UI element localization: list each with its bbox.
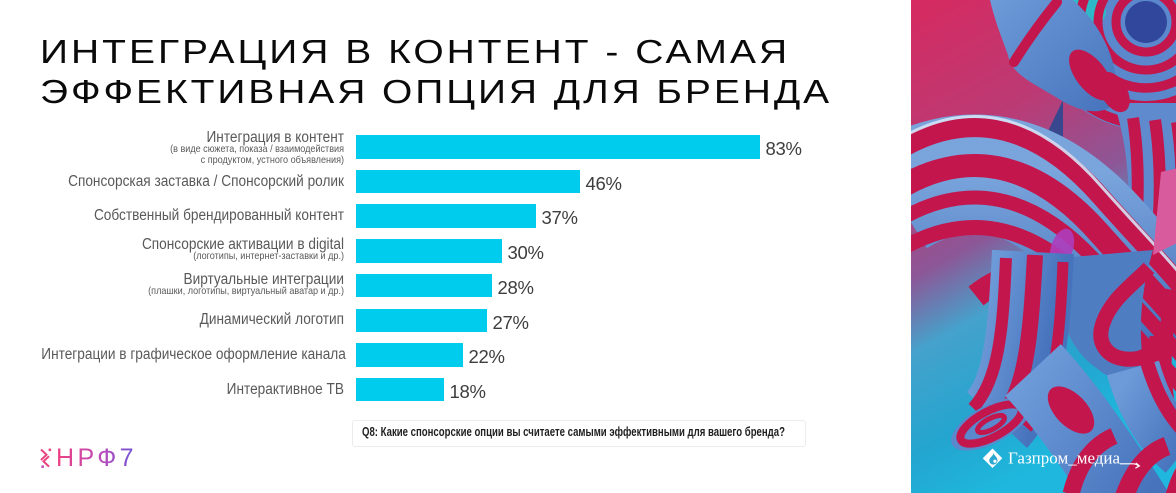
svg-text:Газпром_медиа: Газпром_медиа [1008, 449, 1121, 468]
